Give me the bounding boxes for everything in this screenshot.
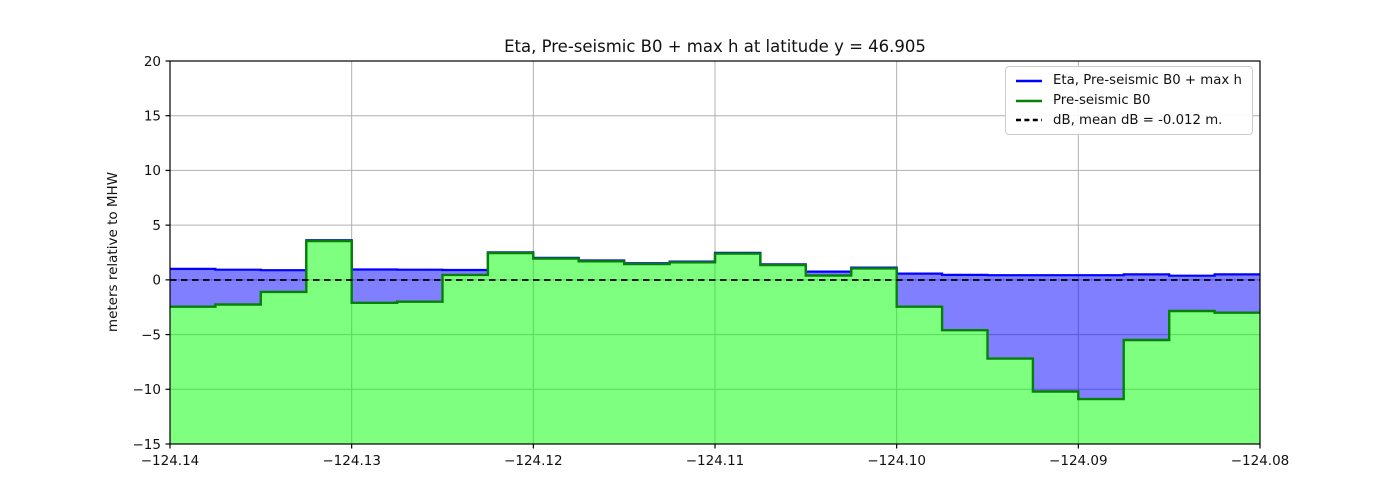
x-tick-label: −124.13 <box>322 453 381 469</box>
legend-label: dB, mean dB = -0.012 m. <box>1053 112 1223 128</box>
data-lines <box>170 239 1260 401</box>
y-tick-label: 10 <box>144 163 161 179</box>
legend-item: Eta, Pre-seismic B0 + max h <box>1015 71 1243 91</box>
y-axis-label: meters relative to MHW <box>105 172 121 332</box>
x-tick-label: −124.11 <box>686 453 745 469</box>
chart-title: Eta, Pre-seismic B0 + max h at latitude … <box>504 37 926 56</box>
legend-line-swatch <box>1016 99 1042 102</box>
y-tick-label: −10 <box>133 382 162 398</box>
legend-dashed-line-swatch <box>1016 118 1042 122</box>
fill-areas <box>170 240 1260 444</box>
axes-frame-and-ticks: −124.14 −124.13 −124.12 −124.11 −124.10 −124.… <box>133 54 1290 469</box>
x-tick-label: −124.09 <box>1049 453 1108 469</box>
legend: Eta, Pre-seismic B0 + max h Pre-seismic B… <box>1005 66 1253 135</box>
x-tick-label: −124.12 <box>504 453 563 469</box>
legend-label: Eta, Pre-seismic B0 + max h <box>1053 73 1242 89</box>
y-tick-label: 0 <box>152 273 161 289</box>
legend-line-swatch <box>1016 79 1042 83</box>
y-tick-label: 20 <box>144 54 161 70</box>
y-tick-label: −15 <box>133 437 162 453</box>
b0-line <box>170 239 1260 401</box>
legend-item: Pre-seismic B0 <box>1015 91 1243 111</box>
legend-item: dB, mean dB = -0.012 m. <box>1015 110 1243 130</box>
legend-label: Pre-seismic B0 <box>1053 93 1151 108</box>
y-tick-label: −5 <box>141 327 161 343</box>
y-tick-label: 5 <box>152 218 161 234</box>
y-tick-label: 15 <box>144 109 161 125</box>
x-tick-label: −124.10 <box>867 453 926 469</box>
x-tick-label: −124.08 <box>1231 453 1290 469</box>
x-tick-label: −124.14 <box>141 453 200 469</box>
